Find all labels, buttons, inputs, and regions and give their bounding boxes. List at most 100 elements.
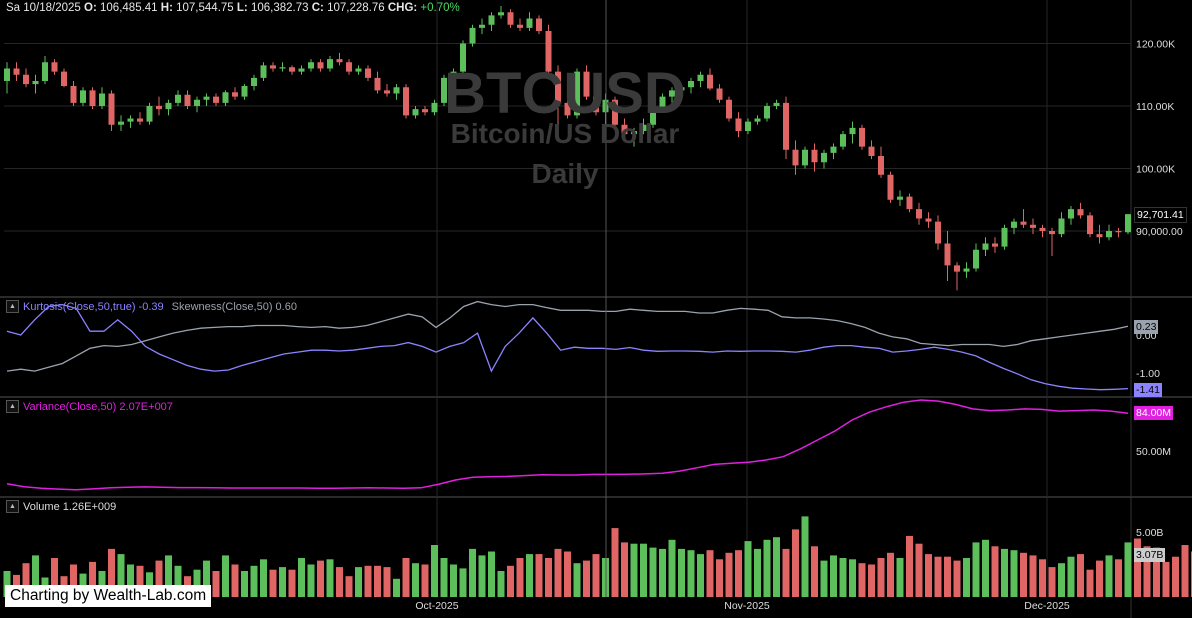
volume-bar (1020, 552, 1027, 597)
volume-bar (877, 558, 885, 597)
date-axis-label: Nov-2025 (724, 600, 770, 612)
volume-bar (98, 571, 106, 597)
volume-bar (526, 554, 533, 597)
collapse-pane-icon[interactable]: ▲ (6, 400, 19, 413)
volume-bar (421, 564, 429, 597)
volume-bar (51, 558, 58, 597)
candle-body (317, 62, 324, 69)
volume-bar (592, 554, 600, 597)
volume-bar (1143, 546, 1151, 597)
candle-body (213, 96, 219, 103)
volume-bar (1172, 556, 1179, 597)
volume-bar (1162, 561, 1170, 597)
candle-body (1106, 231, 1112, 238)
candle-body (308, 62, 314, 69)
volume-bar (1096, 560, 1103, 597)
candle-body (270, 65, 276, 69)
candle-body (393, 87, 400, 94)
candle-body (612, 99, 618, 125)
header-low-value: 106,382.73 (250, 2, 309, 14)
candle-body (384, 90, 390, 94)
candle-body (70, 86, 77, 103)
candle-body (1020, 221, 1027, 225)
variance-line (6, 399, 1129, 491)
date-axis-label: Oct-2025 (415, 600, 458, 612)
volume-bar (1105, 555, 1113, 597)
volume-bar (155, 560, 163, 597)
candle-body (80, 90, 86, 103)
candle-body (716, 88, 723, 100)
price-tick-label: 120.00K (1136, 39, 1175, 51)
volume-bar (906, 535, 913, 597)
candle-body (184, 94, 191, 106)
kurtosis-line (6, 303, 1129, 391)
variance-badge: 84.00M (1134, 406, 1174, 420)
candle-body (735, 118, 742, 131)
candle-body (203, 96, 210, 100)
kurtosis-skewness-lines (6, 300, 1129, 391)
header-close-value: 107,228.76 (327, 2, 385, 14)
candle-body (108, 93, 115, 125)
volume-bar (953, 560, 961, 597)
candle-body (640, 124, 647, 131)
volume-bar (89, 561, 96, 597)
volume-bar (801, 516, 809, 597)
candle-body (631, 131, 637, 135)
volume-bar (545, 558, 552, 597)
candle-body (583, 71, 590, 97)
kurtosis-label: Kurtosis(Close,50,true) -0.39 (23, 300, 164, 313)
candle-body (422, 109, 428, 113)
volume-bar (887, 552, 894, 597)
candle-body (688, 81, 694, 88)
volume-bar (412, 563, 419, 597)
volume-bar (573, 563, 581, 597)
volume-bar (450, 564, 457, 597)
volume-bar (127, 564, 134, 597)
candle-body (935, 221, 941, 244)
price-candles (4, 6, 1131, 291)
candle-body (754, 118, 761, 122)
volume-bar (288, 569, 296, 597)
volume-bar (1039, 559, 1046, 597)
volume-bar (146, 572, 153, 597)
candle-body (593, 96, 599, 113)
wealth-lab-credit-link[interactable]: Charting by Wealth-Lab.com (5, 585, 212, 607)
volume-label: Volume 1.26E+009 (23, 500, 117, 513)
candle-body (450, 71, 457, 78)
last-price-badge: 92,701.41 (1134, 207, 1187, 223)
volume-bar (364, 565, 372, 597)
collapse-pane-icon[interactable]: ▲ (6, 500, 19, 513)
watermark-symbol: BTCUSD (444, 61, 686, 126)
candle-body (954, 265, 960, 272)
volume-bar (725, 552, 733, 597)
volume-bar (241, 571, 248, 597)
volume-bar (792, 529, 799, 597)
header-high-label: H: (160, 2, 173, 14)
volume-bar (716, 559, 723, 597)
candle-body (555, 71, 561, 103)
volume-bar (811, 546, 818, 597)
volume-bar (507, 565, 514, 597)
candle-body (4, 68, 10, 81)
candle-body (279, 67, 286, 69)
candle-body (982, 243, 989, 250)
candle-body (944, 243, 951, 266)
volume-bar (1058, 563, 1065, 597)
volume-bar (706, 550, 714, 597)
volume-bar (345, 576, 353, 597)
volume-bar (896, 558, 904, 597)
volume-bar (1010, 550, 1018, 597)
candle-body (441, 77, 447, 103)
skewness-label: Skewness(Close,50) 0.60 (171, 300, 297, 313)
header-open-value: 106,485.41 (100, 2, 158, 14)
skewness-line (6, 300, 1129, 372)
volume-bar (868, 564, 875, 597)
candle-body (165, 102, 172, 110)
candle-body (32, 81, 39, 85)
volume-bar (564, 551, 571, 597)
volume-bar (108, 548, 115, 597)
ohlc-header: Sa 10/18/2025 O: 106,485.41 H: 107,544.7… (6, 2, 460, 14)
collapse-pane-icon[interactable]: ▲ (6, 300, 19, 313)
candle-body (194, 99, 200, 106)
